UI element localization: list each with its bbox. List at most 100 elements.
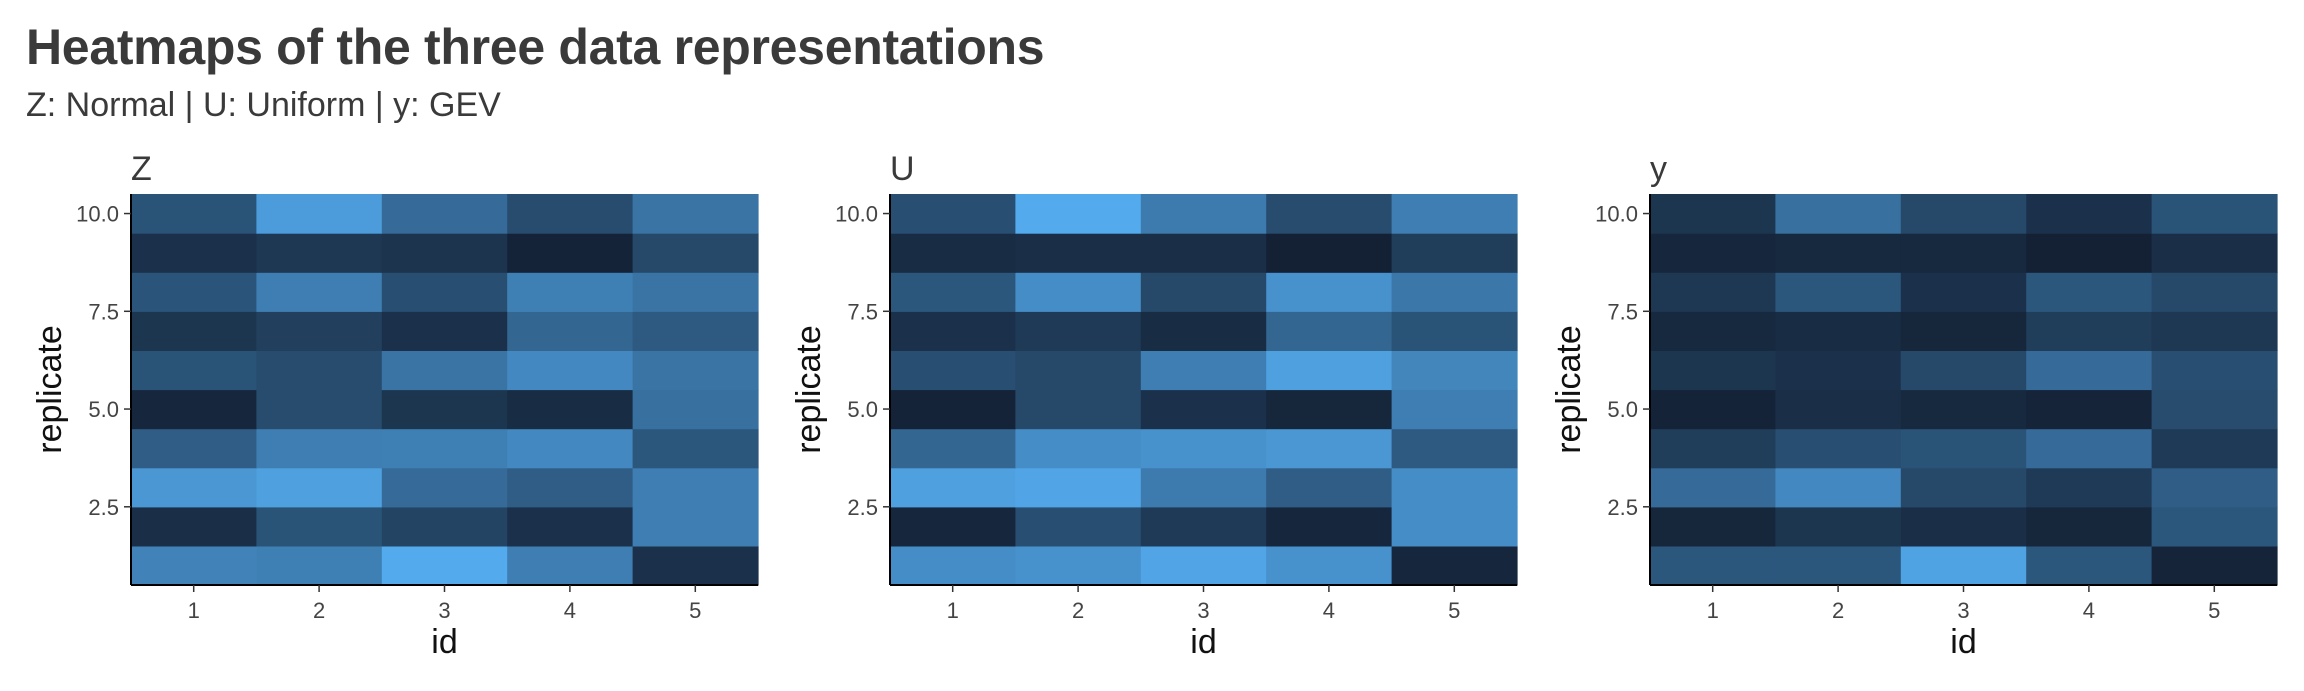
x-tick-label: 2 [313, 598, 325, 623]
panel-title: y [1650, 150, 1667, 188]
heatmap-tile [256, 194, 383, 234]
heatmap-tile [1140, 389, 1267, 430]
heatmap-tile [632, 506, 759, 547]
heatmap-tile [2151, 350, 2278, 391]
heatmap-tile [507, 272, 634, 312]
heatmap-tile [1650, 311, 1776, 351]
heatmap-tile [890, 311, 1016, 351]
y-tick-label: 7.5 [88, 299, 119, 324]
heatmap-tile [632, 272, 759, 312]
heatmap-tile [381, 233, 508, 273]
y-tick-label: 10.0 [1595, 202, 1638, 227]
y-tick-label: 2.5 [88, 495, 119, 520]
heatmap-tile [2026, 389, 2153, 430]
heatmap-tile [1391, 272, 1518, 312]
heatmap-tile [890, 428, 1016, 469]
heatmap-tile [131, 233, 257, 273]
heatmap-tile [1015, 506, 1142, 547]
heatmap-tile [1650, 506, 1776, 547]
heatmap-tile [2151, 545, 2278, 586]
x-tick-label: 1 [947, 598, 959, 623]
heatmap-tile [1015, 467, 1142, 508]
y-tick-label: 10.0 [835, 202, 878, 227]
heatmap-tile [1650, 389, 1776, 430]
heatmap-tile [1900, 467, 2027, 508]
y-tick-label: 7.5 [847, 299, 878, 324]
heatmap-tile [1900, 233, 2027, 273]
heatmap-tile [1015, 194, 1142, 234]
heatmap-tile [131, 350, 257, 391]
heatmap-tile [507, 389, 634, 430]
heatmap-tile [1775, 506, 1902, 547]
y-tick-label: 7.5 [1607, 299, 1638, 324]
x-axis-title: id [431, 623, 457, 661]
heatmap-tile [2026, 233, 2153, 273]
heatmap-tile [381, 545, 508, 586]
heatmap-tile [256, 545, 383, 586]
heatmap-tile [890, 350, 1016, 391]
heatmap-tile [890, 545, 1016, 586]
heatmap-tile [507, 311, 634, 351]
x-tick-label: 5 [689, 598, 701, 623]
heatmap-tile [1140, 545, 1267, 586]
y-tick-label: 5.0 [1607, 397, 1638, 422]
heatmap-tile [2026, 194, 2153, 234]
heatmap-tile [632, 545, 759, 586]
heatmap-tile [1266, 311, 1393, 351]
panel-title: Z [131, 150, 152, 188]
x-tick-label: 2 [1072, 598, 1084, 623]
heatmap-tile [256, 350, 383, 391]
x-tick-label: 5 [1448, 598, 1460, 623]
heatmap-tile [1015, 389, 1142, 430]
heatmap-tile [1015, 311, 1142, 351]
heatmap-tile [256, 389, 383, 430]
x-tick-label: 1 [188, 598, 200, 623]
x-tick-label: 2 [1832, 598, 1844, 623]
heatmap-tile [131, 194, 257, 234]
heatmap-tile [1391, 194, 1518, 234]
heatmap-tile [2151, 506, 2278, 547]
heatmap-tile [1775, 545, 1902, 586]
heatmap-tile [1140, 467, 1267, 508]
heatmap-tile [1015, 272, 1142, 312]
heatmap-tile [1775, 311, 1902, 351]
heatmap-tile [1391, 545, 1518, 586]
y-axis-title: replicate [1550, 325, 1588, 454]
heatmap-tile [1775, 272, 1902, 312]
chart-subtitle: Z: Normal | U: Uniform | y: GEV [26, 86, 501, 124]
heatmap-tile [1775, 350, 1902, 391]
heatmap-tile [1266, 545, 1393, 586]
x-tick-label: 3 [1197, 598, 1209, 623]
heatmap-tile [1775, 428, 1902, 469]
heatmap-tile [1650, 467, 1776, 508]
heatmap-tile [507, 506, 634, 547]
heatmap-tile [131, 311, 257, 351]
y-tick-label: 2.5 [1607, 495, 1638, 520]
heatmap-tile [507, 233, 634, 273]
heatmap-tile [1650, 545, 1776, 586]
heatmap-tile [1650, 194, 1776, 234]
heatmap-tile [381, 467, 508, 508]
heatmap-tile [1140, 506, 1267, 547]
heatmap-tile [1266, 194, 1393, 234]
heatmap-tile [1140, 428, 1267, 469]
heatmap-tile [1900, 272, 2027, 312]
heatmap-tile [1900, 545, 2027, 586]
heatmap-tile [1266, 428, 1393, 469]
heatmap-tile [1775, 467, 1902, 508]
heatmap-tile [256, 467, 383, 508]
heatmap-tile [381, 389, 508, 430]
heatmap-tile [1140, 272, 1267, 312]
y-tick-label: 5.0 [88, 397, 119, 422]
panel-title: U [890, 150, 915, 188]
y-axis-title: replicate [31, 325, 69, 454]
heatmap-tile [632, 233, 759, 273]
heatmap-tile [1266, 350, 1393, 391]
heatmap-tile [632, 428, 759, 469]
heatmap-tile [1015, 350, 1142, 391]
heatmap-tile [381, 506, 508, 547]
heatmap-tile [1775, 389, 1902, 430]
heatmap-panel-y: y 1 2 3 4 5 2.5 5.0 7.5 10.0 id replicate [1550, 150, 2278, 661]
y-axis-title: replicate [790, 325, 828, 454]
heatmap-tile [632, 350, 759, 391]
